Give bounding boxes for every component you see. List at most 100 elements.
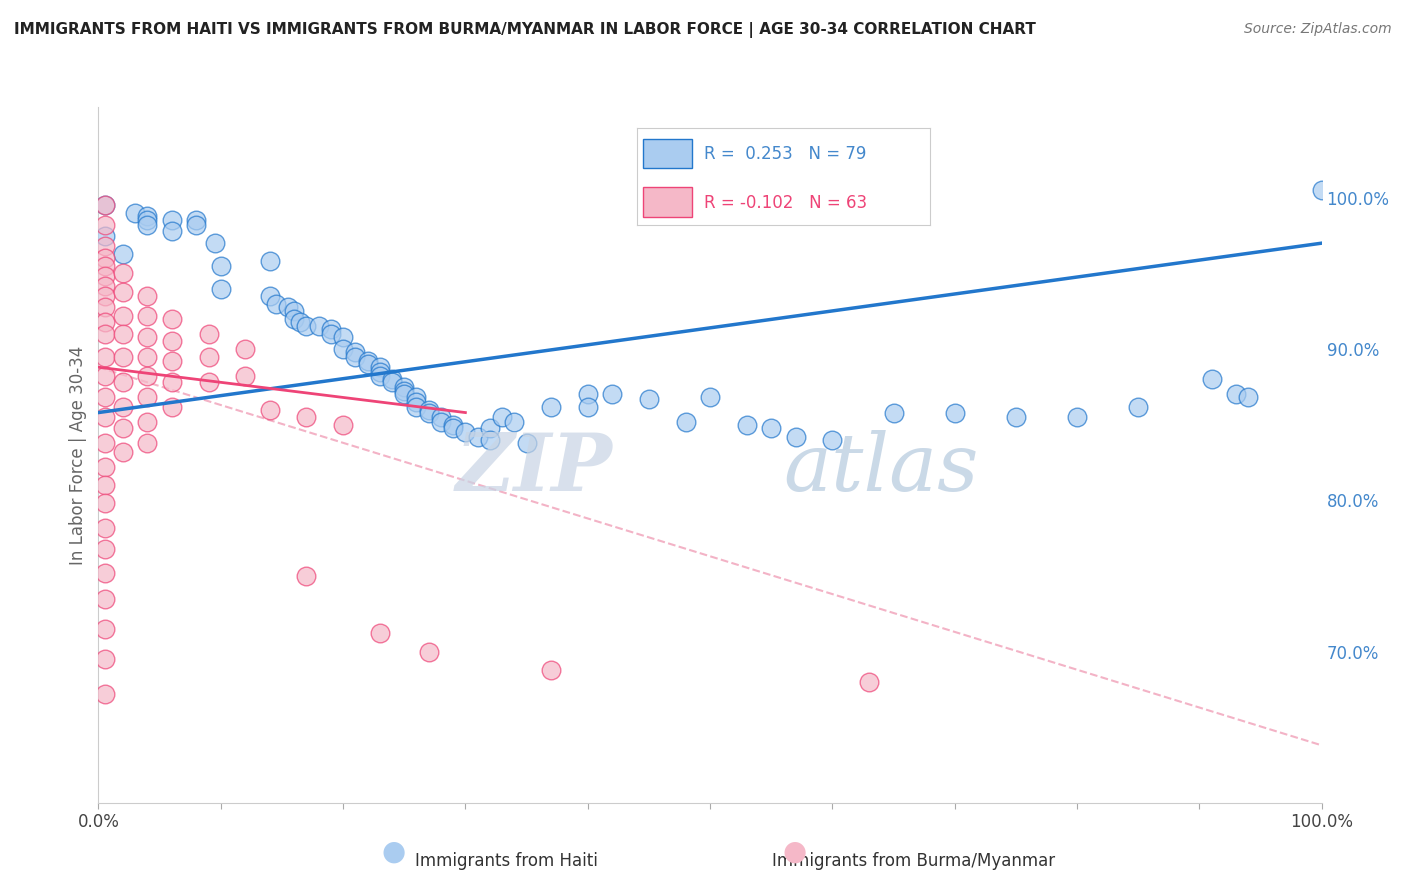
Point: [344, 350, 367, 364]
Point: [821, 433, 844, 447]
Point: [209, 281, 232, 295]
Point: [283, 304, 305, 318]
Point: [356, 354, 378, 368]
FancyBboxPatch shape: [643, 187, 692, 217]
Point: [735, 417, 758, 432]
Point: [160, 354, 183, 368]
Text: R =  0.253   N = 79: R = 0.253 N = 79: [704, 145, 866, 163]
Point: [332, 342, 354, 356]
Point: [491, 410, 513, 425]
Point: [356, 357, 378, 371]
Text: Immigrants from Haiti: Immigrants from Haiti: [415, 852, 598, 870]
Point: [368, 365, 391, 379]
Point: [540, 663, 562, 677]
Point: [93, 198, 115, 212]
Point: [93, 622, 115, 636]
Point: [93, 350, 115, 364]
Point: [418, 406, 440, 420]
Point: [186, 213, 208, 227]
Point: [576, 387, 599, 401]
Point: [136, 350, 159, 364]
Point: [136, 415, 159, 429]
Point: [381, 376, 404, 390]
Point: [93, 252, 115, 266]
Point: [467, 430, 489, 444]
Point: [295, 319, 318, 334]
Point: [405, 395, 427, 409]
Point: [93, 326, 115, 341]
Point: [136, 391, 159, 405]
Text: R = -0.102   N = 63: R = -0.102 N = 63: [704, 194, 868, 212]
Point: [111, 326, 134, 341]
Text: atlas: atlas: [783, 430, 979, 508]
Point: [136, 289, 159, 303]
Point: [368, 360, 391, 375]
Point: [381, 372, 404, 386]
Point: [295, 569, 318, 583]
Point: [93, 315, 115, 329]
Point: [441, 420, 464, 434]
Point: [93, 259, 115, 273]
Point: [136, 309, 159, 323]
Point: [319, 322, 342, 336]
Point: [136, 209, 159, 223]
Point: [368, 626, 391, 640]
Point: [93, 228, 115, 243]
Point: [405, 391, 427, 405]
Point: [136, 369, 159, 384]
Point: [441, 417, 464, 432]
Text: Source: ZipAtlas.com: Source: ZipAtlas.com: [1244, 22, 1392, 37]
Point: [93, 300, 115, 314]
Point: [93, 478, 115, 492]
Point: [1310, 183, 1333, 197]
Point: [308, 319, 330, 334]
Point: [1066, 410, 1088, 425]
Point: [93, 391, 115, 405]
Point: [283, 311, 305, 326]
Point: [93, 278, 115, 293]
Point: [93, 687, 115, 701]
Point: [675, 415, 697, 429]
Point: [478, 420, 501, 434]
Point: [160, 376, 183, 390]
Text: ●: ●: [782, 838, 807, 865]
Point: [111, 267, 134, 281]
Point: [1225, 387, 1247, 401]
Point: [160, 311, 183, 326]
Point: [332, 417, 354, 432]
Text: Immigrants from Burma/Myanmar: Immigrants from Burma/Myanmar: [772, 852, 1056, 870]
Point: [93, 496, 115, 510]
Point: [111, 285, 134, 299]
Point: [136, 213, 159, 227]
Point: [883, 406, 905, 420]
Point: [160, 213, 183, 227]
Point: [332, 330, 354, 344]
Point: [503, 415, 526, 429]
Point: [295, 410, 318, 425]
Point: [160, 224, 183, 238]
Point: [197, 326, 219, 341]
Point: [111, 445, 134, 459]
Point: [515, 435, 537, 450]
Point: [111, 400, 134, 414]
Point: [197, 350, 219, 364]
Point: [136, 330, 159, 344]
Point: [111, 420, 134, 434]
Point: [124, 206, 146, 220]
Point: [93, 591, 115, 606]
Point: [93, 410, 115, 425]
Point: [93, 520, 115, 534]
Point: [93, 541, 115, 556]
Point: [93, 566, 115, 580]
Point: [277, 300, 299, 314]
Point: [943, 406, 966, 420]
Point: [1004, 410, 1026, 425]
Text: ZIP: ZIP: [456, 430, 612, 508]
Point: [209, 259, 232, 273]
Point: [418, 644, 440, 658]
Point: [93, 652, 115, 666]
Point: [430, 410, 453, 425]
Point: [1128, 400, 1150, 414]
Point: [233, 369, 256, 384]
Text: IMMIGRANTS FROM HAITI VS IMMIGRANTS FROM BURMA/MYANMAR IN LABOR FORCE | AGE 30-3: IMMIGRANTS FROM HAITI VS IMMIGRANTS FROM…: [14, 22, 1036, 38]
